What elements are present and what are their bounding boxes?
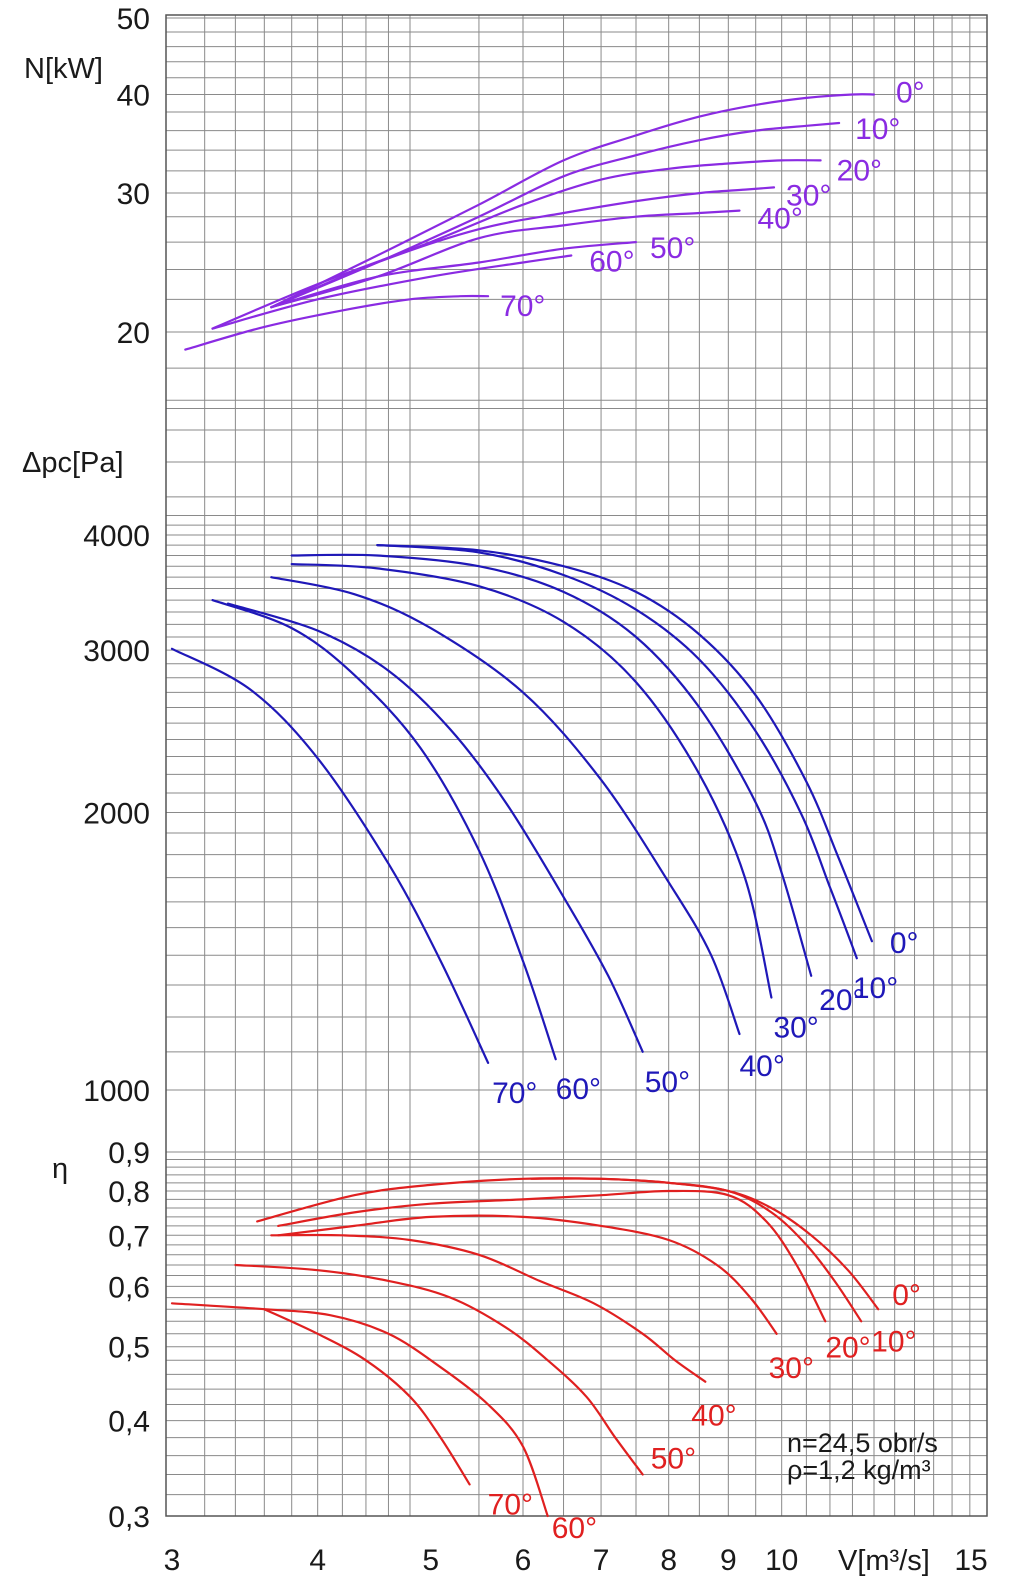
operating-condition-note: n=24,5 obr/s: [787, 1428, 938, 1458]
pressure-series-label: 10°: [853, 972, 898, 1005]
efficiency-y-tick-label: 0,6: [108, 1271, 150, 1304]
curves: [170, 93, 880, 1518]
pressure-curve-30deg: [290, 563, 773, 999]
pressure-curve-50deg: [226, 602, 644, 1053]
x-tick-label: 4: [309, 1544, 326, 1577]
x-axis-title: V[m³/s]: [838, 1545, 930, 1577]
efficiency-series-label: 10°: [871, 1325, 916, 1358]
pressure-curve-40deg: [270, 576, 741, 1036]
pressure-series-label: 60°: [556, 1073, 601, 1106]
power-y-axis-title: N[kW]: [24, 53, 103, 85]
x-tick-label: 10: [765, 1544, 798, 1577]
power-curve-20deg: [211, 159, 822, 330]
power-series-label: 50°: [650, 232, 695, 265]
x-tick-label: 6: [515, 1544, 532, 1577]
pressure-series-label: 20°: [819, 984, 864, 1017]
labels: 0°10°20°30°40°50°60°70°203040500°10°20°3…: [22, 3, 988, 1577]
power-curve-50deg: [270, 241, 638, 309]
pressure-series-label: 40°: [739, 1050, 784, 1083]
plot-frame: [165, 14, 988, 1517]
efficiency-y-tick-label: 0,9: [108, 1137, 150, 1170]
power-series-label: 60°: [589, 246, 634, 279]
efficiency-series-label: 0°: [892, 1279, 921, 1312]
x-tick-label: 5: [422, 1544, 439, 1577]
power-curve-30deg: [270, 186, 776, 309]
pressure-curve-70deg: [170, 647, 490, 1064]
x-tick-label: 8: [660, 1544, 677, 1577]
pressure-curve-60deg: [211, 599, 557, 1061]
pressure-curve-0deg: [376, 544, 873, 943]
pressure-y-axis-title: Δpc[Pa]: [22, 447, 124, 479]
pressure-y-tick-label: 4000: [83, 520, 150, 553]
power-series-label: 20°: [837, 154, 882, 187]
pressure-series-label: 50°: [645, 1066, 690, 1099]
pressure-series-label: 30°: [773, 1011, 818, 1044]
efficiency-curve-70deg: [263, 1308, 471, 1486]
power-series-label: 70°: [500, 290, 545, 323]
efficiency-y-tick-label: 0,7: [108, 1220, 150, 1253]
pressure-series-label: 70°: [492, 1077, 537, 1110]
power-y-tick-label: 40: [117, 79, 150, 112]
x-tick-label: 15: [954, 1544, 987, 1577]
power-y-tick-label: 50: [117, 3, 150, 36]
efficiency-y-tick-label: 0,3: [108, 1501, 150, 1534]
efficiency-curve-20deg: [277, 1189, 827, 1323]
x-tick-label: 7: [593, 1544, 610, 1577]
efficiency-curve-30deg: [277, 1214, 778, 1335]
efficiency-curve-50deg: [234, 1263, 644, 1476]
efficiency-series-label: 70°: [488, 1488, 533, 1521]
efficiency-y-tick-label: 0,4: [108, 1406, 150, 1439]
efficiency-series-label: 30°: [769, 1352, 814, 1385]
efficiency-y-tick-label: 0,8: [108, 1176, 150, 1209]
x-tick-label: 3: [164, 1544, 181, 1577]
power-series-label: 30°: [786, 179, 831, 212]
pressure-y-tick-label: 3000: [83, 635, 150, 668]
pressure-y-tick-label: 2000: [83, 798, 150, 831]
efficiency-curve-10deg: [530, 1177, 863, 1323]
power-y-tick-label: 30: [117, 178, 150, 211]
power-series-label: 0°: [896, 76, 925, 109]
efficiency-series-label: 40°: [691, 1400, 736, 1433]
efficiency-series-label: 60°: [552, 1512, 597, 1545]
power-curve-60deg: [211, 254, 573, 330]
pressure-curve-20deg: [290, 553, 813, 977]
power-series-label: 40°: [757, 203, 802, 236]
efficiency-series-label: 20°: [825, 1331, 870, 1364]
power-curve-0deg: [270, 93, 876, 309]
efficiency-series-label: 50°: [651, 1443, 696, 1476]
pressure-curve-10deg: [376, 544, 858, 960]
x-tick-label: 9: [720, 1544, 737, 1577]
operating-condition-note: ρ=1,2 kg/m³: [787, 1455, 931, 1485]
power-y-tick-label: 20: [117, 317, 150, 350]
pressure-series-label: 0°: [890, 927, 919, 960]
power-curve-70deg: [184, 294, 490, 351]
efficiency-y-tick-label: 0,5: [108, 1332, 150, 1365]
efficiency-y-axis-title: η: [52, 1153, 68, 1185]
efficiency-curve-40deg: [270, 1233, 707, 1383]
power-series-label: 10°: [855, 113, 900, 146]
pressure-y-tick-label: 1000: [83, 1075, 150, 1108]
efficiency-curve-60deg: [170, 1302, 549, 1518]
